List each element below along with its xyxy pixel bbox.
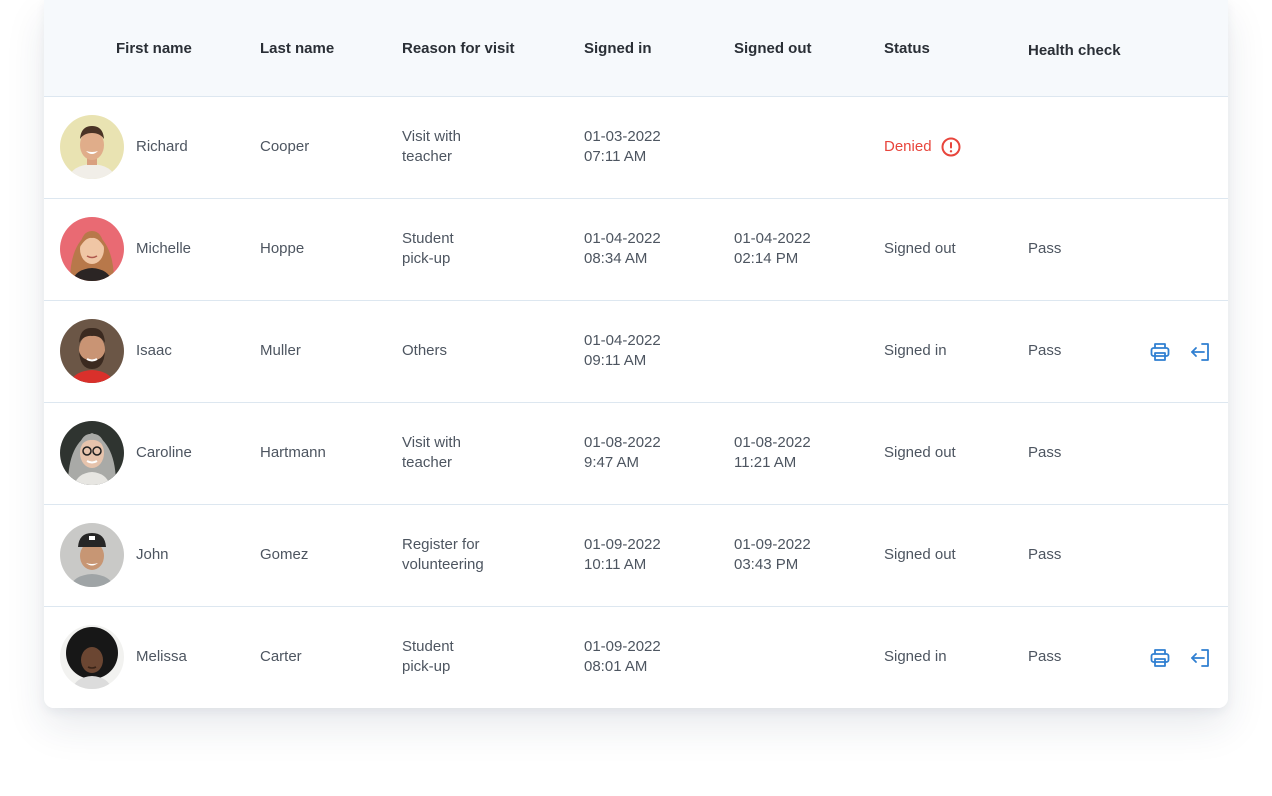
last-name-cell: Gomez	[260, 546, 309, 563]
table-row[interactable]: Caroline Hartmann Visit with teacher 01-…	[44, 403, 1228, 505]
reason-line-1: Student	[402, 230, 454, 247]
reason-line-1: Student	[402, 638, 454, 655]
health-check-cell: Pass	[1028, 444, 1062, 461]
signed-in-cell: 01-09-2022 10:11 AM	[584, 535, 661, 575]
signed-in-time: 9:47 AM	[584, 454, 640, 471]
reason-line-1: Visit with	[402, 128, 461, 145]
health-check-cell: Pass	[1028, 240, 1062, 257]
signed-in-time: 09:11 AM	[584, 352, 647, 369]
column-header-last-name[interactable]: Last name	[260, 40, 335, 57]
signed-in-date: 01-09-2022	[584, 536, 661, 553]
signed-in-cell: 01-09-2022 08:01 AM	[584, 637, 661, 677]
column-header-first-name[interactable]: First name	[116, 40, 192, 57]
avatar	[60, 523, 124, 587]
status-cell: Denied	[884, 137, 961, 157]
first-name-cell: Melissa	[136, 648, 187, 665]
reason-line-2: teacher	[402, 454, 453, 471]
table-row[interactable]: Richard Cooper Visit with teacher 01-03-…	[44, 97, 1228, 199]
signed-out-date: 01-04-2022	[734, 230, 811, 247]
signed-in-time: 07:11 AM	[584, 148, 647, 165]
last-name-cell: Hartmann	[260, 444, 326, 461]
signed-in-cell: 01-04-2022 09:11 AM	[584, 331, 661, 371]
status-cell: Signed in	[884, 648, 947, 665]
signed-in-date: 01-09-2022	[584, 638, 661, 655]
signed-in-cell: 01-08-2022 9:47 AM	[584, 433, 661, 473]
last-name-cell: Hoppe	[260, 240, 305, 257]
signed-out-cell: 01-08-2022 11:21 AM	[734, 433, 811, 473]
first-name-cell: Michelle	[136, 240, 192, 257]
status-cell: Signed in	[884, 342, 947, 359]
last-name-cell: Muller	[260, 342, 301, 359]
table-row[interactable]: Michelle Hoppe Student pick-up 01-04-202…	[44, 199, 1228, 301]
signed-in-cell: 01-03-2022 07:11 AM	[584, 127, 661, 167]
first-name-cell: Caroline	[136, 444, 192, 461]
signed-in-date: 01-03-2022	[584, 128, 661, 145]
health-check-cell: Pass	[1028, 342, 1062, 359]
avatar	[60, 421, 124, 485]
signed-out-time: 02:14 PM	[734, 250, 799, 267]
signed-in-date: 01-04-2022	[584, 332, 661, 349]
reason-line-2: volunteering	[402, 556, 484, 573]
reason-cell: Register for volunteering	[402, 535, 484, 575]
reason-cell: Visit with teacher	[402, 127, 461, 167]
status-cell: Signed out	[884, 546, 956, 563]
signed-in-date: 01-08-2022	[584, 434, 661, 451]
printer-icon[interactable]	[1149, 341, 1171, 363]
column-header-health-check[interactable]: Health check	[1028, 42, 1121, 59]
signed-out-date: 01-08-2022	[734, 434, 811, 451]
avatar	[60, 625, 124, 689]
reason-cell: Visit with teacher	[402, 433, 461, 473]
sign-out-icon[interactable]	[1189, 647, 1211, 669]
health-check-cell: Pass	[1028, 648, 1062, 665]
table-row[interactable]: Isaac Muller Others 01-04-2022 09:11 AM …	[44, 301, 1228, 403]
last-name-cell: Carter	[260, 648, 302, 665]
column-header-reason[interactable]: Reason for visit	[402, 40, 515, 57]
table-header: First name Last name Reason for visit Si…	[44, 0, 1228, 97]
status-text: Denied	[884, 138, 932, 155]
avatar	[60, 115, 124, 179]
table-row[interactable]: Melissa Carter Student pick-up 01-09-202…	[44, 607, 1228, 708]
column-header-signed-in[interactable]: Signed in	[584, 40, 652, 57]
signed-in-time: 10:11 AM	[584, 556, 647, 573]
reason-line-2: pick-up	[402, 250, 451, 267]
table-row[interactable]: John Gomez Register for volunteering 01-…	[44, 505, 1228, 607]
visitor-table: First name Last name Reason for visit Si…	[44, 0, 1228, 708]
last-name-cell: Cooper	[260, 138, 310, 155]
signed-out-cell: 01-04-2022 02:14 PM	[734, 229, 811, 269]
reason-cell: Student pick-up	[402, 637, 454, 677]
alert-circle-icon	[941, 137, 961, 157]
avatar	[60, 217, 124, 281]
signed-out-time: 11:21 AM	[734, 454, 797, 471]
reason-line-1: Register for	[402, 536, 480, 553]
signed-out-cell: 01-09-2022 03:43 PM	[734, 535, 811, 575]
first-name-cell: John	[136, 546, 169, 563]
avatar	[60, 319, 124, 383]
signed-out-time: 03:43 PM	[734, 556, 799, 573]
column-header-signed-out[interactable]: Signed out	[734, 40, 812, 57]
reason-line-2: pick-up	[402, 658, 451, 675]
signed-in-cell: 01-04-2022 08:34 AM	[584, 229, 661, 269]
column-header-status[interactable]: Status	[884, 40, 930, 57]
first-name-cell: Isaac	[136, 342, 172, 359]
reason-line-2: teacher	[402, 148, 453, 165]
signed-in-date: 01-04-2022	[584, 230, 661, 247]
reason-cell: Others	[402, 342, 448, 359]
status-cell: Signed out	[884, 444, 956, 461]
reason-line-1: Visit with	[402, 434, 461, 451]
first-name-cell: Richard	[136, 138, 188, 155]
reason-cell: Student pick-up	[402, 229, 454, 269]
sign-out-icon[interactable]	[1189, 341, 1211, 363]
status-cell: Signed out	[884, 240, 956, 257]
health-check-cell: Pass	[1028, 546, 1062, 563]
signed-in-time: 08:34 AM	[584, 250, 648, 267]
printer-icon[interactable]	[1149, 647, 1171, 669]
signed-out-date: 01-09-2022	[734, 536, 811, 553]
signed-in-time: 08:01 AM	[584, 658, 648, 675]
